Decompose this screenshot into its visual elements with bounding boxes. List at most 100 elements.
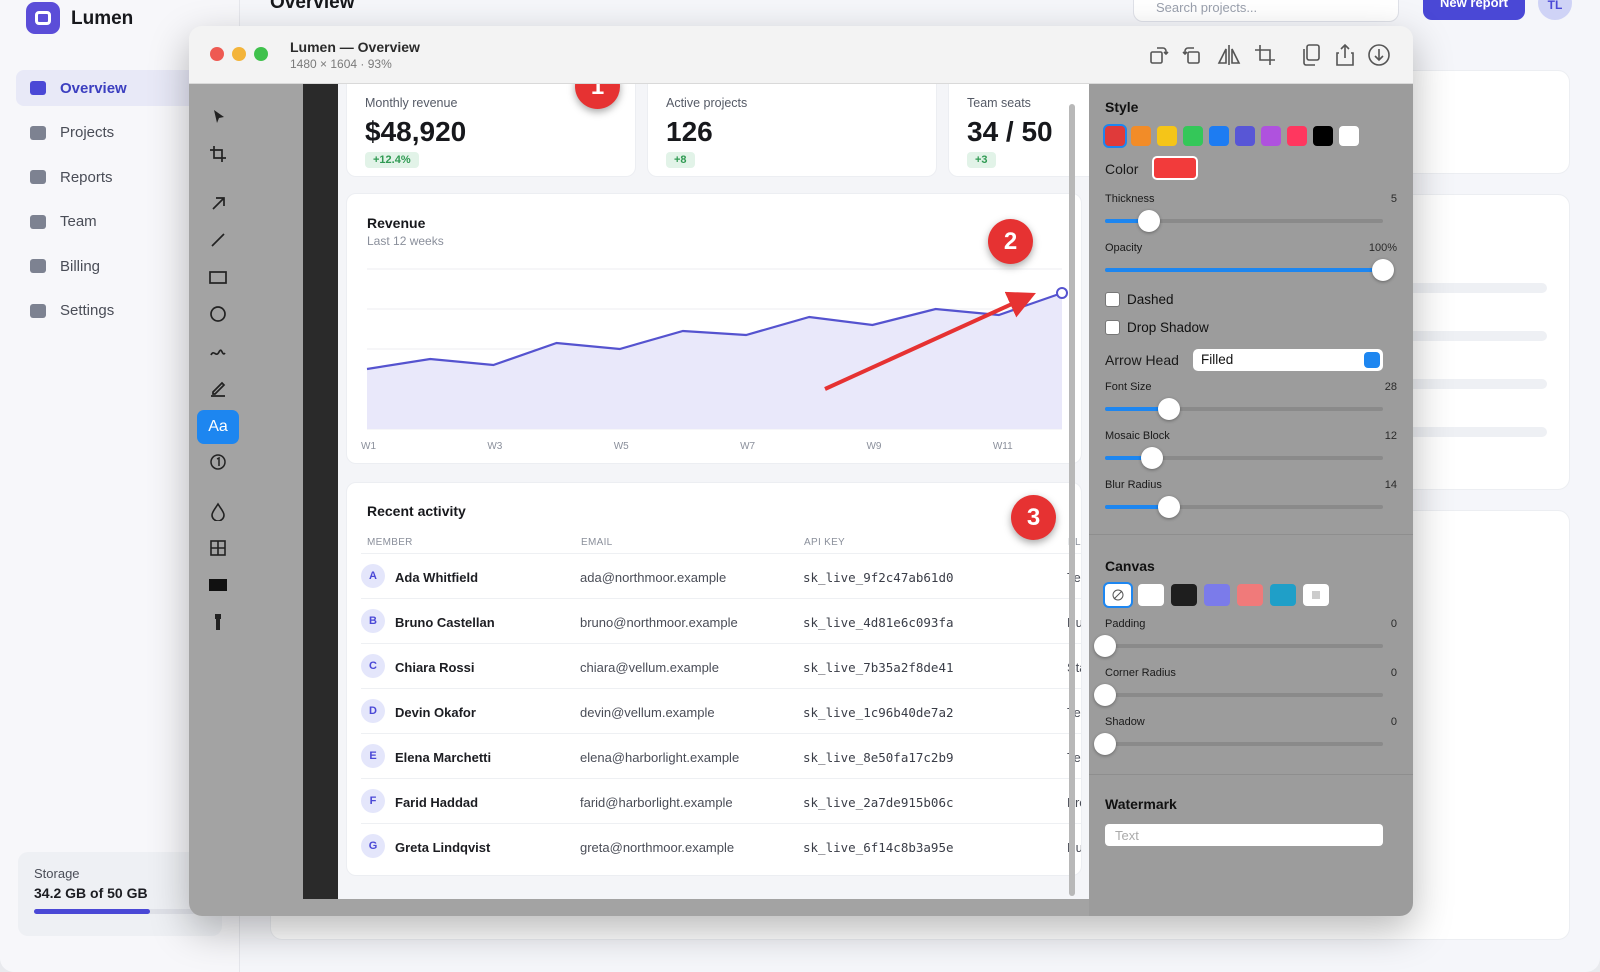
sidebar-item-settings[interactable]: Settings bbox=[16, 293, 222, 329]
color-swatch[interactable] bbox=[1105, 126, 1125, 146]
slider-fill bbox=[1105, 456, 1153, 460]
redact-tool[interactable] bbox=[197, 570, 239, 604]
color-swatch[interactable] bbox=[1183, 126, 1203, 146]
rectangle-tool[interactable] bbox=[197, 262, 239, 296]
share-icon[interactable] bbox=[1333, 42, 1357, 68]
color-swatch[interactable] bbox=[1339, 126, 1359, 146]
canvas-background-swatch[interactable] bbox=[1171, 584, 1197, 606]
ellipse-tool[interactable] bbox=[197, 299, 239, 333]
slider-knob[interactable] bbox=[1138, 210, 1161, 232]
slider-knob[interactable] bbox=[1157, 398, 1180, 420]
color-swatch[interactable] bbox=[1235, 126, 1255, 146]
crop-icon[interactable] bbox=[1253, 42, 1277, 68]
download-icon[interactable] bbox=[1367, 42, 1391, 68]
rotate-left-icon[interactable] bbox=[1147, 42, 1171, 68]
sidebar-item-team[interactable]: Team bbox=[16, 204, 222, 240]
copy-icon[interactable] bbox=[1299, 42, 1323, 68]
highlighter-tool[interactable] bbox=[197, 373, 239, 407]
sidebar-item-reports[interactable]: Reports bbox=[16, 159, 222, 195]
mosaic-tool[interactable] bbox=[197, 533, 239, 567]
table-row[interactable]: C Chiara Rossi chiara@vellum.example sk_liv… bbox=[361, 643, 1081, 688]
pen-tool[interactable] bbox=[197, 336, 239, 370]
arrow-shape[interactable] bbox=[824, 291, 1036, 391]
avatar: G bbox=[361, 834, 385, 858]
blur-radius-slider[interactable] bbox=[1105, 496, 1383, 518]
avatar[interactable]: TL bbox=[1538, 0, 1572, 20]
color-swatch[interactable] bbox=[1157, 126, 1177, 146]
drop-shadow-checkbox[interactable] bbox=[1105, 320, 1120, 335]
slider-knob[interactable] bbox=[1157, 496, 1180, 518]
editor-canvas[interactable]: Monthly revenue $48,920 +12.4% Active pr… bbox=[246, 84, 1107, 916]
api-key: sk_live_2a7de915b06c bbox=[803, 795, 954, 810]
table-row[interactable]: E Elena Marchetti elena@harborlight.exampl… bbox=[361, 733, 1081, 778]
line-tool[interactable] bbox=[197, 225, 239, 259]
spotlight-tool[interactable] bbox=[197, 607, 239, 641]
table-row[interactable]: A Ada Whitfield ada@northmoor.example sk_li… bbox=[361, 553, 1081, 598]
rectangle-icon bbox=[208, 267, 228, 292]
dashed-checkbox[interactable] bbox=[1105, 292, 1120, 307]
color-swatch[interactable] bbox=[1209, 126, 1229, 146]
editor-titlebar: Lumen — Overview 1480 × 1604 · 93% bbox=[189, 26, 1413, 84]
canvas-background-swatch[interactable] bbox=[1303, 584, 1329, 606]
slider-knob[interactable] bbox=[1094, 684, 1116, 706]
mosaic-block-slider[interactable] bbox=[1105, 447, 1383, 469]
x-tick-label: W5 bbox=[614, 441, 629, 452]
canvas-scrollbar[interactable] bbox=[1069, 104, 1075, 896]
slider-knob[interactable] bbox=[1141, 447, 1164, 469]
text-tool[interactable]: Aa bbox=[197, 410, 239, 444]
slider-knob[interactable] bbox=[1094, 733, 1116, 755]
padding-slider[interactable] bbox=[1094, 635, 1383, 657]
color-swatch[interactable] bbox=[1287, 126, 1307, 146]
slider-knob[interactable] bbox=[1094, 635, 1116, 657]
canvas-background-swatch[interactable] bbox=[1204, 584, 1230, 606]
flip-icon[interactable] bbox=[1217, 42, 1241, 68]
search-input[interactable]: Search projects... bbox=[1133, 0, 1399, 22]
canvas-background-swatch[interactable] bbox=[1105, 584, 1131, 606]
zoom-window-button[interactable] bbox=[254, 47, 268, 61]
rotate-right-icon[interactable] bbox=[1180, 42, 1204, 68]
color-swatch[interactable] bbox=[1261, 126, 1281, 146]
watermark-input[interactable]: Text bbox=[1105, 824, 1383, 846]
slider-knob[interactable] bbox=[1372, 259, 1394, 281]
annotation-arrow[interactable] bbox=[303, 84, 1107, 899]
close-window-button[interactable] bbox=[210, 47, 224, 61]
thickness-slider[interactable] bbox=[1105, 210, 1383, 232]
avatar: B bbox=[361, 609, 385, 633]
pointer-icon bbox=[208, 107, 228, 132]
padding-label: Padding bbox=[1105, 618, 1146, 630]
step-marker-2[interactable]: 2 bbox=[988, 219, 1033, 264]
minimize-window-button[interactable] bbox=[232, 47, 246, 61]
arrow-head-value: Filled bbox=[1201, 352, 1234, 367]
people-icon bbox=[30, 214, 46, 229]
arrow-head-select[interactable]: Filled bbox=[1193, 349, 1383, 371]
sidebar-item-billing[interactable]: Billing bbox=[16, 248, 222, 284]
step-marker-3[interactable]: 3 bbox=[1011, 495, 1056, 540]
color-swatch[interactable] bbox=[1131, 126, 1151, 146]
table-row[interactable]: B Bruno Castellan bruno@northmoor.example s… bbox=[361, 598, 1081, 643]
table-row[interactable]: G Greta Lindqvist greta@northmoor.example s… bbox=[361, 823, 1081, 868]
canvas-background-swatch[interactable] bbox=[1138, 584, 1164, 606]
slider-fill bbox=[1105, 268, 1383, 272]
font-size-slider[interactable] bbox=[1105, 398, 1383, 420]
arrow-tool[interactable] bbox=[197, 188, 239, 222]
select-tool[interactable] bbox=[197, 102, 239, 136]
new-report-button[interactable]: New report bbox=[1423, 0, 1525, 20]
color-well[interactable] bbox=[1152, 156, 1198, 180]
counter-tool[interactable] bbox=[197, 447, 239, 481]
corner-radius-slider[interactable] bbox=[1094, 684, 1383, 706]
canvas-background-swatch[interactable] bbox=[1270, 584, 1296, 606]
crop-tool[interactable] bbox=[197, 139, 239, 173]
opacity-slider[interactable] bbox=[1105, 259, 1394, 281]
kpi-card: Active projects 126 +8 bbox=[647, 84, 937, 177]
blur-tool[interactable] bbox=[197, 496, 239, 530]
member-email: elena@harborlight.example bbox=[580, 750, 740, 765]
sidebar-item-overview[interactable]: Overview bbox=[16, 70, 222, 106]
counter-icon bbox=[208, 452, 228, 477]
x-tick-label: W9 bbox=[866, 441, 881, 452]
api-key: sk_live_9f2c47ab61d0 bbox=[803, 570, 954, 585]
shadow-slider[interactable] bbox=[1094, 733, 1383, 755]
color-swatch[interactable] bbox=[1313, 126, 1333, 146]
canvas-background-swatch[interactable] bbox=[1237, 584, 1263, 606]
sidebar-item-projects[interactable]: Projects bbox=[16, 115, 222, 151]
mosaic-icon bbox=[208, 538, 228, 563]
